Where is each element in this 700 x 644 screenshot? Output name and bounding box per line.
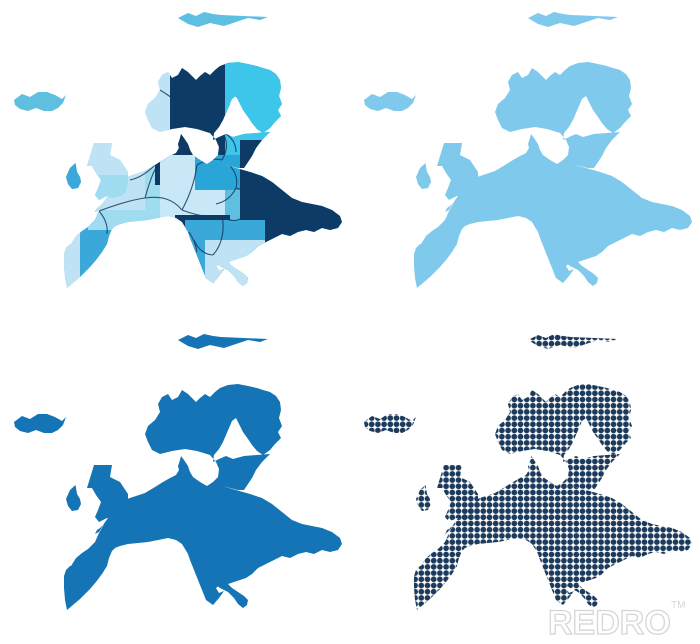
svg-text:REDRO: REDRO bbox=[548, 604, 671, 642]
svg-text:TM: TM bbox=[671, 600, 685, 611]
